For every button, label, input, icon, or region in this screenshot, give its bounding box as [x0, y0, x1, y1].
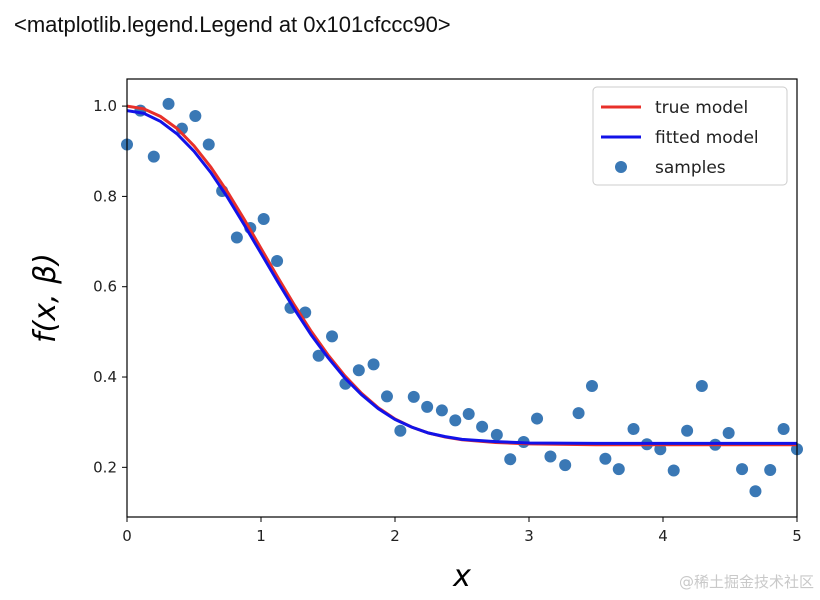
sample-point: [627, 422, 640, 435]
legend-label-fitted-model: fitted model: [655, 128, 759, 148]
legend: true model fitted model samples: [592, 86, 788, 186]
sample-point: [736, 463, 749, 476]
sample-point: [612, 463, 625, 476]
axes: 0 1 2 3 4 5 0.2 0.4 0.6 0.8 1.0 x f(x, β): [28, 78, 802, 594]
sample-point: [326, 330, 339, 343]
sample-point: [777, 422, 790, 435]
y-tick-label: 1.0: [93, 97, 117, 115]
watermark: @稀土掘金技术社区: [678, 573, 814, 591]
sample-point: [162, 97, 175, 110]
sample-point: [421, 400, 434, 413]
x-tick-label: 5: [792, 527, 802, 545]
plot-area: [121, 97, 803, 498]
sample-point: [449, 414, 462, 427]
sample-point: [544, 450, 557, 463]
legend-label-true-model: true model: [655, 98, 748, 118]
sample-point: [599, 452, 612, 465]
sample-point: [367, 358, 380, 371]
sample-point: [504, 453, 517, 466]
sample-point: [695, 380, 708, 393]
y-tick-label: 0.2: [93, 458, 117, 476]
sample-point: [312, 349, 325, 362]
sample-point: [476, 420, 489, 433]
y-tick-label: 0.6: [93, 278, 117, 296]
sample-point: [147, 150, 160, 163]
sample-point: [572, 407, 585, 420]
x-tick-label: 0: [122, 527, 132, 545]
sample-point: [585, 380, 598, 393]
legend-label-samples: samples: [655, 158, 726, 178]
sample-point: [230, 231, 243, 244]
sample-point: [667, 464, 680, 477]
axes-frame: [126, 78, 798, 518]
sample-point: [202, 138, 215, 151]
x-tick-label: 4: [658, 527, 668, 545]
sample-point: [257, 212, 270, 225]
y-tick-label: 0.4: [93, 368, 117, 386]
x-tick-label: 3: [524, 527, 534, 545]
sample-point: [380, 390, 393, 403]
x-axis-label: x: [452, 559, 471, 594]
x-tick-label: 2: [390, 527, 400, 545]
y-tick-label: 0.8: [93, 187, 117, 205]
sample-point: [490, 428, 503, 441]
sample-point: [435, 404, 448, 417]
cell-output-text: <matplotlib.legend.Legend at 0x101cfccc9…: [14, 12, 451, 37]
legend-box: [592, 86, 788, 186]
sample-point: [352, 364, 365, 377]
sample-point: [681, 424, 694, 437]
sample-point: [654, 443, 667, 456]
sample-point: [764, 464, 777, 477]
x-tick-label: 1: [256, 527, 266, 545]
sample-point: [559, 459, 572, 472]
sample-point: [531, 412, 544, 425]
sample-point: [189, 110, 202, 123]
sample-point: [394, 424, 407, 437]
legend-swatch-samples: [615, 161, 627, 173]
sample-point: [749, 485, 762, 498]
sample-point: [462, 408, 475, 421]
y-axis-label: f(x, β): [28, 253, 63, 343]
sample-point: [407, 390, 420, 403]
fitted-model-line: [127, 109, 797, 445]
sample-point: [271, 254, 284, 267]
sample-point: [722, 427, 735, 440]
